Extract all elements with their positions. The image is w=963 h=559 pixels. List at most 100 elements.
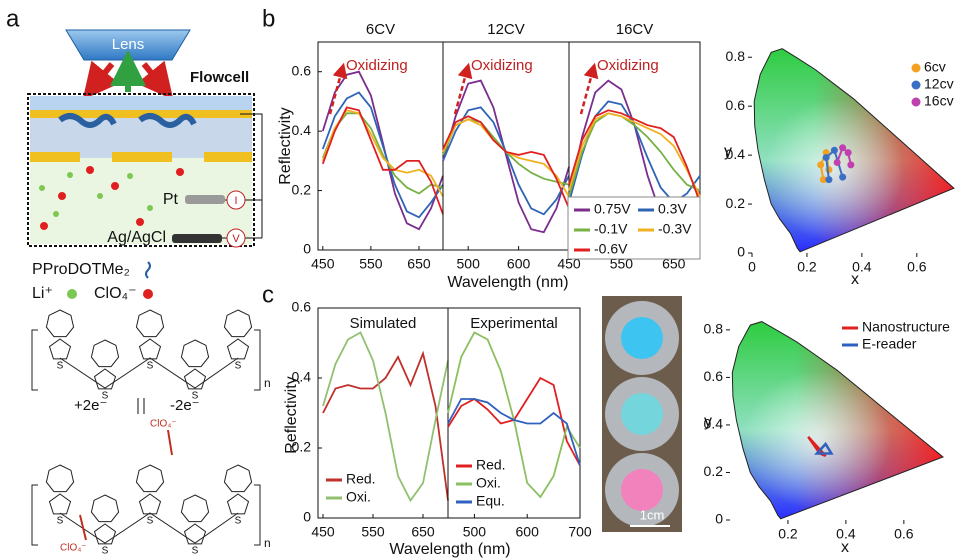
sulfur-label: S <box>235 516 242 527</box>
y-axis-label: y <box>704 413 712 430</box>
legend-label: Oxi. <box>476 475 501 491</box>
anion-label: ClO₄⁻ <box>60 543 87 554</box>
lens-label: Lens <box>112 36 145 53</box>
color-point <box>839 173 847 181</box>
dioxepine-ring <box>180 494 210 523</box>
photo <box>602 296 682 532</box>
spectrum-line <box>447 398 581 466</box>
x-tick-label: 450 <box>311 256 335 272</box>
color-point <box>833 158 841 166</box>
y-tick-label: 0 <box>303 509 311 525</box>
legend-label: Red. <box>346 471 376 487</box>
repeat-label: n <box>264 536 271 550</box>
thiophene-ring <box>48 338 72 360</box>
panel-title: 6CV <box>366 21 395 38</box>
color-point <box>847 161 855 169</box>
polymer-icon <box>145 261 151 279</box>
x-axis-label: x <box>851 271 859 288</box>
x-tick-label: 600 <box>516 524 540 540</box>
x-tick-label: 0.2 <box>778 526 798 542</box>
legend-label: Equ. <box>476 493 505 509</box>
backbone <box>59 512 239 544</box>
thiophene-ring <box>48 493 72 515</box>
scale-bar-label: 1cm <box>640 507 665 522</box>
light-arrow <box>136 60 174 100</box>
x-tick-label: 0.2 <box>797 259 817 275</box>
legend-label: 6cv <box>924 59 946 75</box>
sulfur-label: S <box>102 546 109 557</box>
anion-icon <box>143 289 153 299</box>
thiophene-ring <box>93 368 117 390</box>
color-point <box>822 149 830 157</box>
x-tick-label: 0.4 <box>852 259 872 275</box>
x-axis-label: Wavelength (nm) <box>447 274 568 291</box>
pt-electrode <box>185 195 225 204</box>
y-tick-label: 0.6 <box>292 62 312 78</box>
gamut-outline <box>753 48 955 253</box>
spectrum-line <box>321 91 444 219</box>
dioxepine-ring <box>90 494 120 523</box>
legend-swatch <box>911 80 921 90</box>
color-point <box>839 144 847 152</box>
legend-swatch <box>911 63 921 73</box>
y-tick-label: 0.8 <box>726 48 746 64</box>
spectrum-line <box>442 115 570 209</box>
repeat-label: n <box>264 376 271 390</box>
x-tick-label: 700 <box>568 524 592 540</box>
legend-box <box>567 196 701 260</box>
dioxepine-ring <box>135 464 165 493</box>
x-tick-label: 0.4 <box>836 526 856 542</box>
polymer <box>58 113 197 128</box>
panel-title: 16CV <box>616 21 654 38</box>
reduction-label: +2e⁻ <box>74 397 107 414</box>
trajectory <box>836 146 852 166</box>
thiophene-ring <box>93 523 117 545</box>
x-tick-label: 550 <box>610 256 634 272</box>
legend-label: Red. <box>476 457 506 473</box>
backbone <box>59 357 239 389</box>
ref-label: Ag/AgCl <box>107 229 166 246</box>
x-tick-label: 550 <box>361 524 385 540</box>
y-tick-label: 0.6 <box>704 368 724 384</box>
x-tick-label: 0.6 <box>907 259 927 275</box>
thiophene-ring <box>183 368 207 390</box>
y-tick-label: 0.4 <box>292 369 312 385</box>
gamut <box>732 321 943 519</box>
legend-swatch <box>911 97 921 107</box>
current-label: I <box>234 195 237 207</box>
electrode-top <box>30 110 252 118</box>
spectrum-line <box>321 112 444 195</box>
polymer-label: PProDOTMe₂ <box>32 261 130 278</box>
dioxepine-ring <box>135 309 165 338</box>
window <box>30 96 252 110</box>
panel-title: Experimental <box>470 315 558 332</box>
annotation: Oxidizing <box>597 57 659 74</box>
panel-label: a <box>6 5 20 32</box>
ref-electrode <box>172 234 222 243</box>
pt-label: Pt <box>163 191 179 208</box>
dioxepine-ring <box>90 339 120 368</box>
x-tick-label: 650 <box>662 256 686 272</box>
y-tick-label: 0 <box>303 241 311 257</box>
legend-label: Oxi. <box>346 489 371 505</box>
cation-icon <box>67 289 77 299</box>
x-tick-label: 600 <box>507 256 531 272</box>
ammeter <box>226 190 246 210</box>
x-tick-label: 650 <box>407 256 431 272</box>
x-tick-label: 450 <box>311 524 335 540</box>
sulfur-label: S <box>192 391 199 402</box>
legend-label: 16cv <box>924 93 954 109</box>
y-tick-label: 0 <box>715 511 723 527</box>
cation-label: Li⁺ <box>32 285 53 302</box>
color-point <box>817 161 825 169</box>
light-arrow <box>82 60 120 100</box>
wire <box>240 113 263 238</box>
y-axis-label: Reflectivity <box>283 376 300 453</box>
flowcell-diagram: Lens Flowcell Pt Ag/AgCl I V <box>27 29 263 248</box>
legend-label: 0.75V <box>594 201 631 217</box>
y-tick-label: 0.4 <box>726 146 746 162</box>
y-tick-label: 0.2 <box>726 195 746 211</box>
ions <box>39 166 184 230</box>
thiophene-ring <box>183 523 207 545</box>
sulfur-label: S <box>147 361 154 372</box>
